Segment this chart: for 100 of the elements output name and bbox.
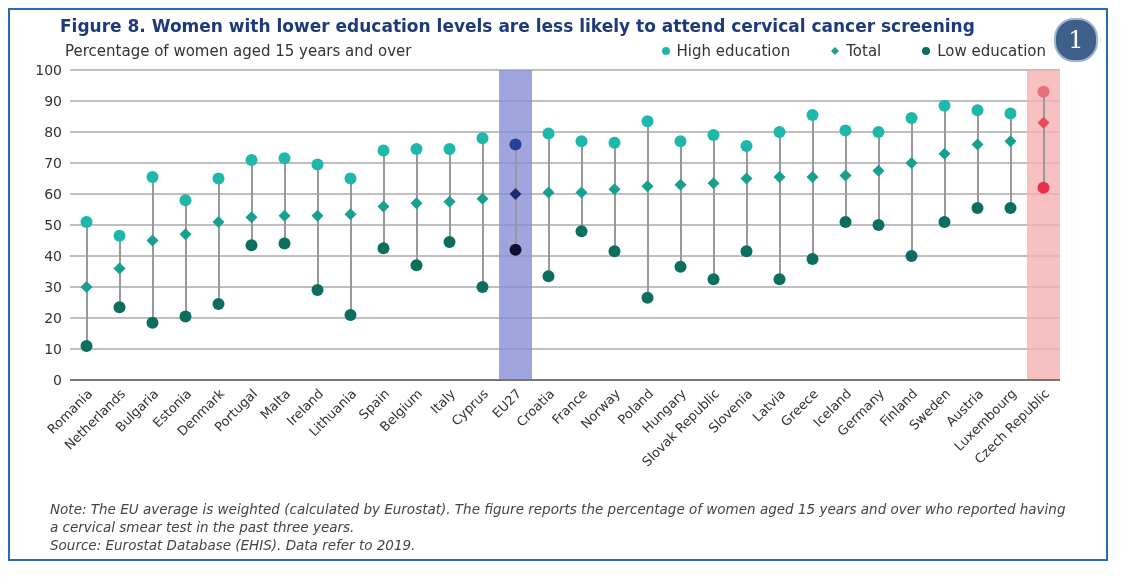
point <box>476 281 489 293</box>
point <box>1004 201 1017 214</box>
text: 1 <box>1054 18 1098 62</box>
point <box>344 308 357 321</box>
source-note: Source: Eurostat Database (EHIS). Data refer to 2019. <box>50 536 417 555</box>
point <box>608 183 621 196</box>
point <box>113 262 126 275</box>
legend-label: Low education <box>936 42 1046 60</box>
point <box>839 215 852 228</box>
point <box>278 237 291 250</box>
point <box>344 172 357 185</box>
point <box>80 339 93 352</box>
y-tick-label: 60 <box>44 185 62 202</box>
point <box>1037 181 1050 194</box>
point <box>146 316 159 329</box>
point <box>311 158 324 171</box>
point <box>938 147 951 160</box>
point <box>212 298 225 311</box>
point <box>410 197 423 210</box>
point <box>377 200 390 213</box>
point <box>971 138 984 151</box>
y-tick-label: 30 <box>44 278 62 295</box>
point <box>938 215 951 228</box>
point <box>146 170 159 183</box>
point <box>245 211 258 224</box>
point <box>872 126 885 138</box>
point <box>575 186 588 199</box>
legend-label: Total <box>845 42 882 60</box>
y-tick-label: 0 <box>53 371 62 388</box>
point <box>707 177 720 190</box>
point <box>740 245 753 258</box>
point <box>641 291 654 304</box>
point <box>806 170 819 183</box>
point <box>509 188 522 200</box>
point <box>443 143 456 156</box>
point <box>773 170 786 183</box>
point <box>1004 135 1017 148</box>
point <box>212 215 225 228</box>
y-tick-label: 20 <box>44 309 62 326</box>
point <box>113 301 126 314</box>
point <box>806 108 819 121</box>
point <box>278 152 291 165</box>
point <box>476 132 489 145</box>
point <box>344 208 357 221</box>
point <box>377 144 390 157</box>
point <box>872 219 885 231</box>
y-tick-label: 10 <box>44 340 62 357</box>
point <box>773 273 786 286</box>
point <box>872 164 885 177</box>
point <box>410 143 423 156</box>
point <box>641 180 654 193</box>
point <box>905 157 918 169</box>
point <box>179 310 192 323</box>
point <box>1037 116 1050 129</box>
point <box>509 243 522 256</box>
point <box>905 250 918 262</box>
point <box>245 153 258 166</box>
point <box>773 126 786 138</box>
point <box>278 209 291 222</box>
point <box>245 239 258 252</box>
point <box>707 129 720 142</box>
point <box>113 229 126 242</box>
point <box>971 104 984 117</box>
point <box>377 242 390 255</box>
point <box>575 225 588 238</box>
point <box>542 127 555 140</box>
point <box>1004 107 1017 120</box>
point <box>839 169 852 182</box>
point <box>311 209 324 222</box>
point <box>476 192 489 205</box>
point <box>179 228 192 241</box>
point <box>839 124 852 137</box>
point <box>542 270 555 283</box>
y-tick-label: 50 <box>44 216 62 233</box>
point <box>608 245 621 258</box>
point <box>443 236 456 249</box>
point <box>80 215 93 228</box>
point <box>740 139 753 152</box>
point <box>608 136 621 149</box>
y-tick-label: 40 <box>44 247 62 264</box>
point <box>971 201 984 214</box>
point <box>146 234 159 247</box>
y-tick-label: 80 <box>44 123 62 140</box>
y-axis-title: Percentage of women aged 15 years and over <box>64 42 412 60</box>
point <box>443 195 456 208</box>
point <box>674 178 687 191</box>
legend-label: High education <box>675 42 791 60</box>
point <box>80 281 93 293</box>
point <box>410 259 423 272</box>
y-tick-label: 70 <box>44 154 62 171</box>
point <box>674 260 687 273</box>
point <box>179 194 192 207</box>
point <box>905 112 918 125</box>
y-tick-label: 100 <box>35 61 62 78</box>
point <box>806 253 819 266</box>
point <box>311 284 324 297</box>
point <box>707 273 720 286</box>
point <box>542 186 555 199</box>
chart-title: Figure 8. Women with lower education levels are less likely to attend cervical cancer screening <box>60 16 975 36</box>
point <box>212 172 225 185</box>
